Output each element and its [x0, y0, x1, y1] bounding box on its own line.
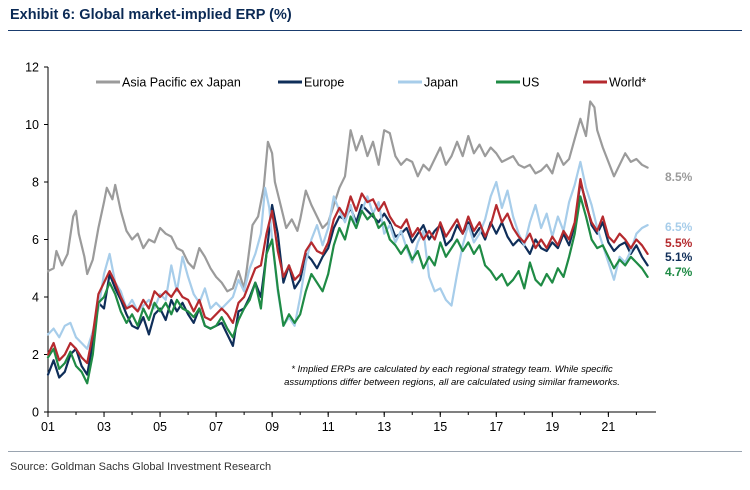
legend-label-us: US: [522, 76, 539, 90]
y-tick-label: 12: [25, 61, 39, 75]
end-label-us: 4.7%: [665, 265, 693, 279]
series-line-asia-pacific-ex-japan: [46, 100, 649, 293]
y-tick-label: 10: [25, 118, 39, 132]
footnote-line: * Implied ERPs are calculated by each re…: [291, 364, 613, 375]
x-tick-label: 05: [153, 420, 167, 434]
end-label-japan: 6.5%: [665, 220, 693, 234]
x-tick-label: 13: [377, 420, 391, 434]
x-tick-label: 03: [97, 420, 111, 434]
chart-series-lines: [46, 100, 649, 385]
series-line-us: [46, 195, 649, 385]
y-tick-label: 2: [32, 348, 39, 362]
end-label-world: 5.5%: [665, 236, 693, 250]
legend-label-japan: Japan: [424, 76, 458, 90]
x-tick-label: 19: [545, 420, 559, 434]
end-label-asia-pacific-ex-japan: 8.5%: [665, 170, 693, 184]
source-divider: [8, 451, 742, 452]
title-divider: [8, 30, 742, 31]
footnote-line: assumptions differ between regions, all …: [284, 377, 620, 388]
chart-axes: 0 2 4 6 8 10 12 01 03 05 07 09 11 13 15 17 19 21: [25, 61, 656, 434]
x-tick-label: 21: [601, 420, 615, 434]
source-note: Source: Goldman Sachs Global Investment …: [10, 461, 272, 473]
x-tick-label: 07: [209, 420, 223, 434]
y-tick-label: 0: [32, 406, 39, 420]
x-tick-label: 09: [265, 420, 279, 434]
chart-footnote: * Implied ERPs are calculated by each re…: [284, 364, 620, 388]
legend-label-asia-pacific-ex-japan: Asia Pacific ex Japan: [122, 76, 241, 90]
y-tick-label: 6: [32, 233, 39, 247]
x-tick-label: 01: [41, 420, 55, 434]
chart-legend: Asia Pacific ex Japan Europe Japan US World*: [96, 76, 646, 90]
x-tick-label: 15: [433, 420, 447, 434]
x-tick-label: 17: [489, 420, 503, 434]
chart-end-labels: 8.5% 5.1% 6.5% 4.7% 5.5%: [665, 170, 693, 279]
x-tick-label: 11: [322, 420, 335, 434]
end-label-europe: 5.1%: [665, 250, 693, 264]
series-line-world: [46, 178, 649, 365]
series-line-japan: [46, 160, 649, 350]
exhibit-title: Exhibit 6: Global market-implied ERP (%): [10, 7, 292, 23]
legend-label-world: World*: [609, 76, 646, 90]
y-tick-label: 4: [32, 291, 39, 305]
legend-label-europe: Europe: [304, 76, 344, 90]
y-tick-label: 8: [32, 176, 39, 190]
